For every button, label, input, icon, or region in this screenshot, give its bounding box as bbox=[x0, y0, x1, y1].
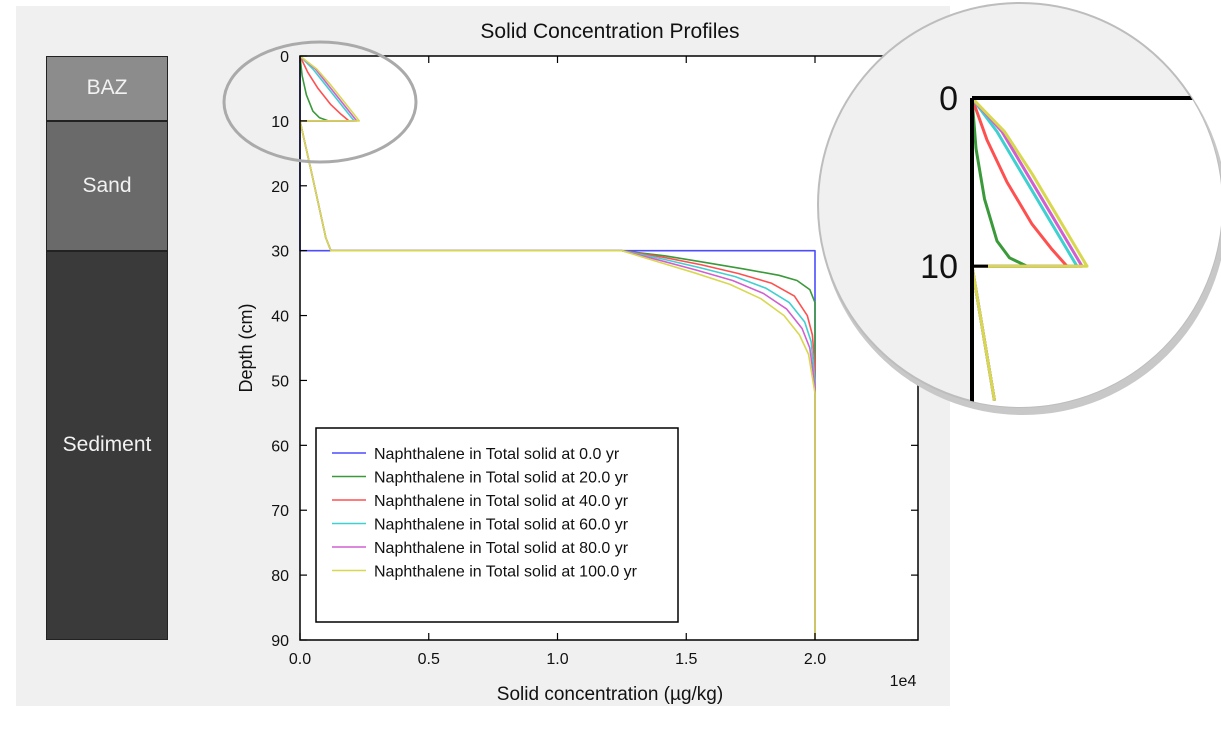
layer-label: Sediment bbox=[62, 433, 152, 457]
y-tick-label: 90 bbox=[271, 633, 289, 650]
x-axis: 0.0 0.5 1.0 1.5 2.0 bbox=[289, 56, 826, 668]
chart-title: Solid Concentration Profiles bbox=[480, 20, 739, 43]
y-tick-label: 80 bbox=[271, 568, 289, 585]
legend-entry-2: Naphthalene in Total solid at 40.0 yr bbox=[374, 493, 629, 510]
y-tick-label: 60 bbox=[271, 438, 289, 455]
y-tick-label: 10 bbox=[271, 114, 289, 131]
series-line-5 bbox=[299, 55, 816, 640]
x-axis-label: Solid concentration (µg/kg) bbox=[497, 684, 723, 705]
layer-baz: BAZ bbox=[46, 56, 168, 121]
layer-sediment: Sediment bbox=[46, 250, 168, 640]
x-tick-label: 0.5 bbox=[418, 651, 440, 668]
layer-sand: Sand bbox=[46, 120, 168, 251]
y-tick-label: 20 bbox=[271, 179, 289, 196]
zoom-inset: 0 10 20 bbox=[817, 2, 1221, 454]
y-tick-label: 40 bbox=[271, 309, 289, 326]
x-tick-label: 1.5 bbox=[675, 651, 697, 668]
zoom-y-tick-label: 20 bbox=[920, 416, 958, 454]
legend-entry-4: Naphthalene in Total solid at 80.0 yr bbox=[374, 540, 629, 557]
legend-entry-0: Naphthalene in Total solid at 0.0 yr bbox=[374, 446, 620, 463]
zoom-y-tick-label: 0 bbox=[939, 80, 958, 118]
legend: Naphthalene in Total solid at 0.0 yr Naph… bbox=[315, 427, 679, 623]
legend-entry-3: Naphthalene in Total solid at 60.0 yr bbox=[374, 517, 629, 534]
zoom-series-line-5 bbox=[970, 96, 1089, 401]
layer-label: BAZ bbox=[86, 76, 128, 100]
y-axis-label: Depth (cm) bbox=[236, 303, 256, 392]
x-tick-label: 1.0 bbox=[546, 651, 568, 668]
zoom-plot-bg bbox=[972, 98, 1221, 407]
x-offset-label: 1e4 bbox=[890, 673, 917, 690]
y-tick-label: 0 bbox=[280, 49, 289, 66]
y-tick-label: 70 bbox=[271, 503, 289, 520]
legend-entry-5: Naphthalene in Total solid at 100.0 yr bbox=[374, 564, 638, 581]
zoom-y-tick-label: 10 bbox=[920, 248, 958, 286]
y-tick-label: 30 bbox=[271, 244, 289, 261]
layer-label: Sand bbox=[82, 173, 132, 197]
x-tick-label: 0.0 bbox=[289, 651, 311, 668]
zoom-marker-ellipse bbox=[222, 40, 418, 164]
legend-entry-1: Naphthalene in Total solid at 20.0 yr bbox=[374, 470, 629, 487]
y-axis: 0 10 20 30 40 50 60 70 80 90 bbox=[271, 49, 918, 650]
x-tick-label: 2.0 bbox=[804, 651, 826, 668]
legend-box bbox=[315, 427, 679, 623]
y-tick-label: 50 bbox=[271, 373, 289, 390]
